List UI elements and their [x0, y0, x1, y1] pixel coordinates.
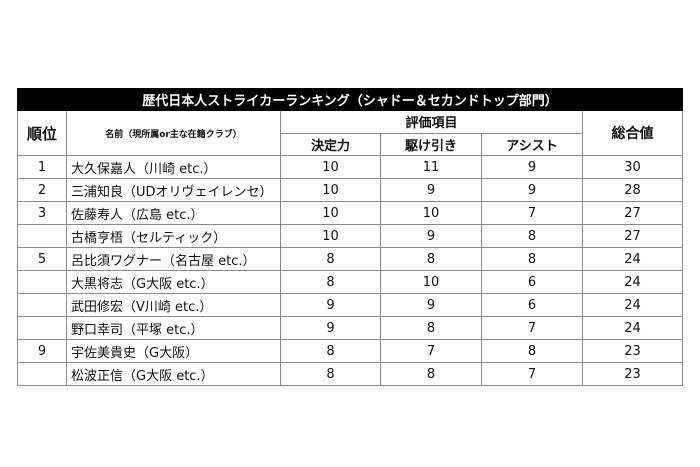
decision-cell: 9	[280, 316, 381, 340]
assist-cell: 9	[481, 178, 583, 202]
assist-cell: 8	[481, 339, 583, 363]
table-body: 1 大久保嘉人（川崎 etc.） 10 11 9 30 2 三浦知良（UDオリヴェイレンセ） 1…	[17, 155, 683, 386]
table-row: 野口幸司（平塚 etc.） 9 8 7 24	[17, 316, 683, 340]
total-header: 総合値	[582, 110, 683, 156]
rank-cell	[17, 270, 67, 294]
total-cell: 23	[582, 362, 683, 386]
decision-cell: 8	[280, 270, 381, 294]
off-ball-cell: 11	[380, 155, 482, 179]
off-ball-cell: 9	[380, 178, 482, 202]
decision-cell: 10	[280, 224, 381, 248]
decision-header: 決定力	[280, 132, 381, 156]
name-header: 名前（現所属or主な在籍クラブ）	[66, 110, 281, 156]
name-cell: 松波正信（G大阪 etc.）	[66, 362, 281, 386]
decision-cell: 9	[280, 293, 381, 317]
table-row: 松波正信（G大阪 etc.） 8 8 7 23	[17, 362, 683, 386]
assist-cell: 8	[481, 247, 583, 271]
table-row: 大黒将志（G大阪 etc.） 8 10 6 24	[17, 270, 683, 294]
name-cell: 大久保嘉人（川崎 etc.）	[66, 155, 281, 179]
table-row: 3 佐藤寿人（広島 etc.） 10 10 7 27	[17, 201, 683, 225]
assist-header: アシスト	[481, 132, 583, 156]
table-row: 1 大久保嘉人（川崎 etc.） 10 11 9 30	[17, 155, 683, 179]
rank-header: 順位	[17, 110, 67, 156]
rank-cell	[17, 316, 67, 340]
off-ball-header: 駆け引き	[380, 132, 482, 156]
assist-cell: 8	[481, 224, 583, 248]
rank-cell: 5	[17, 247, 67, 271]
table-row: 武田修宏（V川崎 etc.） 9 9 6 24	[17, 293, 683, 317]
assist-cell: 9	[481, 155, 583, 179]
table-row: 9 宇佐美貴史（G大阪） 8 7 8 23	[17, 339, 683, 363]
rank-cell	[17, 224, 67, 248]
total-cell: 24	[582, 316, 683, 340]
assist-cell: 7	[481, 316, 583, 340]
total-cell: 28	[582, 178, 683, 202]
name-cell: 宇佐美貴史（G大阪）	[66, 339, 281, 363]
off-ball-cell: 8	[380, 316, 482, 340]
total-cell: 30	[582, 155, 683, 179]
off-ball-cell: 8	[380, 362, 482, 386]
total-cell: 24	[582, 247, 683, 271]
name-cell: 古橋亨梧（セルティック）	[66, 224, 281, 248]
decision-cell: 8	[280, 339, 381, 363]
name-cell: 呂比須ワグナー（名古屋 etc.）	[66, 247, 281, 271]
total-cell: 24	[582, 293, 683, 317]
table-row: 5 呂比須ワグナー（名古屋 etc.） 8 8 8 24	[17, 247, 683, 271]
name-cell: 武田修宏（V川崎 etc.）	[66, 293, 281, 317]
total-cell: 27	[582, 224, 683, 248]
rank-cell: 1	[17, 155, 67, 179]
rank-cell	[17, 362, 67, 386]
evaluation-group-header: 評価項目	[280, 110, 583, 134]
total-cell: 27	[582, 201, 683, 225]
ranking-table: 歴代日本人ストライカーランキング（シャドー＆セカンドトップ部門） 順位 名前（現…	[17, 88, 683, 386]
decision-cell: 10	[280, 155, 381, 179]
off-ball-cell: 10	[380, 201, 482, 225]
rank-cell: 3	[17, 201, 67, 225]
off-ball-cell: 9	[380, 293, 482, 317]
table-title: 歴代日本人ストライカーランキング（シャドー＆セカンドトップ部門）	[17, 88, 683, 111]
off-ball-cell: 7	[380, 339, 482, 363]
total-cell: 24	[582, 270, 683, 294]
decision-cell: 8	[280, 247, 381, 271]
table-row: 2 三浦知良（UDオリヴェイレンセ） 10 9 9 28	[17, 178, 683, 202]
name-cell: 佐藤寿人（広島 etc.）	[66, 201, 281, 225]
rank-cell: 9	[17, 339, 67, 363]
decision-cell: 10	[280, 178, 381, 202]
table-row: 古橋亨梧（セルティック） 10 9 8 27	[17, 224, 683, 248]
total-cell: 23	[582, 339, 683, 363]
name-cell: 大黒将志（G大阪 etc.）	[66, 270, 281, 294]
assist-cell: 6	[481, 270, 583, 294]
assist-cell: 6	[481, 293, 583, 317]
off-ball-cell: 9	[380, 224, 482, 248]
assist-cell: 7	[481, 362, 583, 386]
assist-cell: 7	[481, 201, 583, 225]
decision-cell: 10	[280, 201, 381, 225]
rank-cell	[17, 293, 67, 317]
off-ball-cell: 10	[380, 270, 482, 294]
off-ball-cell: 8	[380, 247, 482, 271]
name-cell: 野口幸司（平塚 etc.）	[66, 316, 281, 340]
decision-cell: 8	[280, 362, 381, 386]
name-cell: 三浦知良（UDオリヴェイレンセ）	[66, 178, 281, 202]
rank-cell: 2	[17, 178, 67, 202]
